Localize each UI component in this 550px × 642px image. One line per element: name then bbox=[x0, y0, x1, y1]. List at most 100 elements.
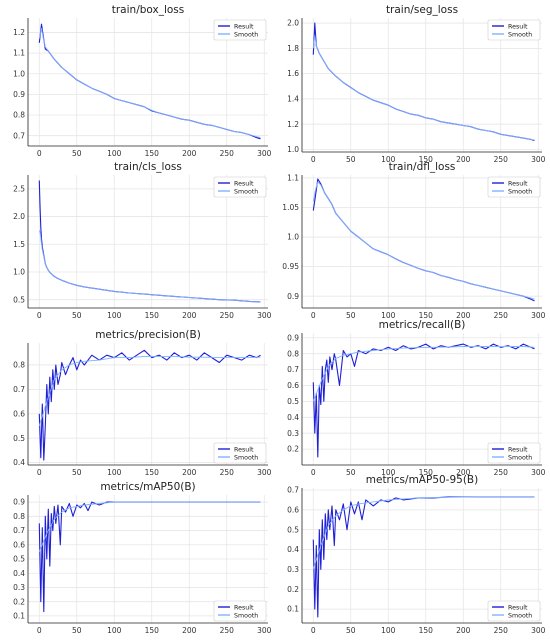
x-tick-label: 150 bbox=[145, 626, 160, 635]
x-tick-label: 0 bbox=[311, 626, 316, 635]
y-tick-label: 0.4 bbox=[287, 545, 299, 554]
x-tick-label: 100 bbox=[107, 468, 122, 477]
x-tick-label: 100 bbox=[381, 155, 396, 164]
chart-title: train/dfl_loss bbox=[389, 161, 456, 173]
y-tick-label: 0.2 bbox=[13, 597, 25, 606]
y-tick-label: 1.2 bbox=[287, 120, 299, 129]
x-tick-label: 300 bbox=[257, 149, 272, 158]
legend-result-label: Result bbox=[508, 604, 528, 611]
legend-box bbox=[487, 442, 541, 464]
legend-smooth-label: Smooth bbox=[234, 612, 258, 619]
legend-result-label: Result bbox=[508, 180, 528, 187]
legend-result-label: Result bbox=[508, 23, 528, 30]
smooth-line bbox=[312, 496, 535, 570]
x-tick-label: 200 bbox=[456, 311, 471, 320]
y-tick-label: 0.7 bbox=[287, 365, 299, 374]
y-tick-label: 0.6 bbox=[287, 505, 299, 514]
x-tick-label: 150 bbox=[145, 149, 160, 158]
x-tick-label: 150 bbox=[419, 626, 434, 635]
y-tick-label: 2.0 bbox=[13, 212, 25, 221]
x-tick-label: 300 bbox=[531, 155, 546, 164]
x-tick-label: 0 bbox=[37, 149, 42, 158]
result-line bbox=[312, 22, 535, 142]
x-tick-label: 100 bbox=[381, 468, 396, 477]
legend-smooth-label: Smooth bbox=[508, 612, 532, 619]
x-tick-label: 0 bbox=[37, 468, 42, 477]
smooth-line bbox=[38, 230, 261, 303]
x-tick-label: 200 bbox=[182, 311, 197, 320]
y-tick-label: 1.8 bbox=[287, 44, 299, 53]
x-tick-label: 0 bbox=[37, 311, 42, 320]
legend-result-label: Result bbox=[234, 23, 254, 30]
x-tick-label: 300 bbox=[531, 311, 546, 320]
x-tick-label: 50 bbox=[72, 149, 82, 158]
y-tick-label: 0.6 bbox=[287, 381, 299, 390]
x-tick-label: 300 bbox=[257, 311, 272, 320]
x-tick-label: 200 bbox=[456, 155, 471, 164]
legend-box bbox=[213, 176, 267, 198]
x-tick-label: 300 bbox=[257, 468, 272, 477]
legend-box bbox=[213, 19, 267, 41]
chart-panel: 0 50 100 150 200 250 300 0.4 0.5 0.6 0.7 0.8 metrics… bbox=[13, 329, 272, 477]
x-tick-label: 200 bbox=[456, 468, 471, 477]
chart-title: metrics/recall(B) bbox=[379, 319, 466, 331]
smooth-line bbox=[38, 501, 261, 553]
y-tick-label: 0.7 bbox=[13, 131, 25, 140]
smooth-line bbox=[312, 35, 535, 141]
y-tick-label: 1.1 bbox=[13, 49, 25, 58]
chart-title: metrics/mAP50-95(B) bbox=[366, 474, 478, 486]
result-line bbox=[312, 496, 535, 618]
chart-panel: 0 50 100 150 200 250 300 0.7 0.8 0.9 1.0 1.1 1.2 trai… bbox=[13, 4, 272, 158]
x-tick-label: 100 bbox=[107, 626, 122, 635]
y-tick-label: 0.7 bbox=[287, 486, 299, 495]
x-tick-label: 250 bbox=[220, 149, 235, 158]
y-tick-label: 1.0 bbox=[13, 69, 25, 78]
x-tick-label: 150 bbox=[145, 468, 160, 477]
result-line bbox=[38, 23, 261, 140]
x-tick-label: 0 bbox=[311, 468, 316, 477]
x-tick-label: 50 bbox=[72, 311, 82, 320]
y-tick-label: 2.0 bbox=[287, 19, 299, 28]
smooth-line bbox=[312, 181, 535, 300]
x-tick-label: 250 bbox=[494, 311, 509, 320]
y-tick-label: 1.0 bbox=[13, 268, 25, 277]
x-tick-label: 200 bbox=[182, 626, 197, 635]
smooth-line bbox=[312, 346, 535, 402]
result-line bbox=[312, 343, 535, 458]
x-tick-label: 150 bbox=[419, 468, 434, 477]
y-tick-label: 0.4 bbox=[287, 413, 299, 422]
x-tick-label: 100 bbox=[381, 311, 396, 320]
legend-result-label: Result bbox=[234, 180, 254, 187]
y-tick-label: 0.5 bbox=[287, 397, 299, 406]
y-tick-label: 0.8 bbox=[13, 512, 25, 521]
y-tick-label: 0.9 bbox=[287, 333, 299, 342]
chart-panel: 0 50 100 150 200 250 300 0.5 1.0 1.5 2.0 2.5 train/c… bbox=[13, 161, 272, 320]
y-tick-label: 1.6 bbox=[287, 69, 299, 78]
legend-box bbox=[487, 600, 541, 622]
legend-box bbox=[213, 600, 267, 622]
x-tick-label: 250 bbox=[220, 626, 235, 635]
chart-title: train/seg_loss bbox=[386, 4, 458, 16]
x-tick-label: 100 bbox=[381, 626, 396, 635]
chart-panel: 0 50 100 150 200 250 300 0.9 0.95 1.0 1.05 1.1 train… bbox=[282, 161, 545, 320]
y-tick-label: 0.8 bbox=[287, 349, 299, 358]
y-tick-label: 0.95 bbox=[282, 262, 299, 271]
x-tick-label: 200 bbox=[182, 468, 197, 477]
chart-panel: 0 50 100 150 200 250 300 0.2 0.3 0.4 0.5 0.6 0.7 0.8 0… bbox=[287, 319, 546, 477]
x-tick-label: 0 bbox=[311, 311, 316, 320]
x-tick-label: 50 bbox=[72, 468, 82, 477]
y-tick-label: 0.5 bbox=[13, 295, 25, 304]
chart-title: train/box_loss bbox=[112, 4, 185, 16]
x-tick-label: 300 bbox=[257, 626, 272, 635]
legend-box bbox=[487, 19, 541, 41]
legend-box bbox=[213, 442, 267, 464]
legend-smooth-label: Smooth bbox=[234, 454, 258, 461]
y-tick-label: 0.9 bbox=[287, 292, 299, 301]
y-tick-label: 1.4 bbox=[287, 95, 299, 104]
y-tick-label: 0.6 bbox=[13, 540, 25, 549]
